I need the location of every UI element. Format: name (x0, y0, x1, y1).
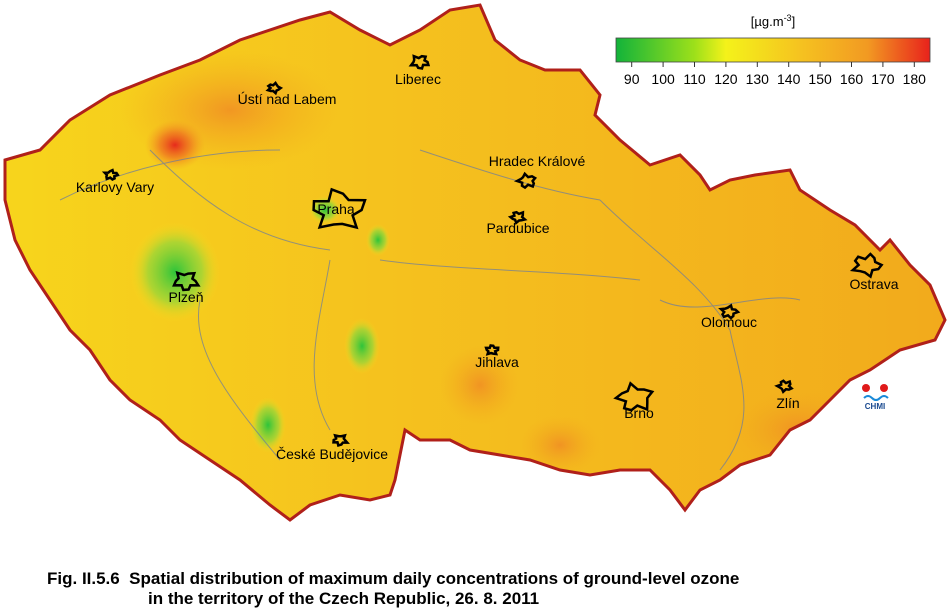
city-outline (718, 303, 741, 320)
tick-label: 100 (651, 71, 675, 87)
city-outline (484, 344, 500, 356)
city-label: Ostrava (849, 276, 898, 292)
tick-label: 120 (714, 71, 738, 87)
tick-label: 110 (683, 71, 706, 87)
city-outline (312, 187, 367, 230)
city-outline (613, 381, 655, 412)
city-outline (408, 54, 431, 70)
tick-label: 180 (903, 71, 927, 87)
tick-label: 150 (808, 71, 832, 87)
logo-text: CHMI (865, 402, 885, 411)
tick-label: 130 (746, 71, 770, 87)
unit-close: ] (792, 14, 796, 29)
city-label: Ústí nad Labem (238, 91, 337, 107)
city-outline (849, 252, 884, 279)
logo-wave (863, 395, 889, 401)
colorbar (615, 37, 931, 63)
tick-label: 90 (624, 71, 640, 87)
city-label: Hradec Králové (489, 153, 586, 169)
city-outline (265, 81, 284, 96)
tick-label: 160 (840, 71, 864, 87)
city-label: Praha (317, 201, 355, 217)
city-label: Karlovy Vary (76, 179, 154, 195)
city-label: Jihlava (475, 354, 519, 370)
city-label: Plzeň (168, 289, 203, 305)
city-outline (332, 433, 350, 447)
caption-line: in the territory of the Czech Republic, … (148, 589, 539, 608)
city-outline (507, 210, 528, 225)
city-label: Liberec (395, 71, 441, 87)
logo-dot (880, 384, 888, 392)
city-label: Zlín (776, 395, 799, 411)
city-outline (101, 168, 120, 181)
city-label: Olomouc (701, 314, 757, 330)
city-outline (513, 171, 538, 190)
city-outline (774, 379, 794, 394)
city-outline (172, 270, 201, 292)
legend-unit: [µg.m-3] (751, 13, 795, 29)
unit: [µg.m (751, 14, 784, 29)
city-label: Pardubice (486, 220, 549, 236)
logo-dot (862, 384, 870, 392)
city-label: České Budějovice (276, 446, 388, 462)
unit-exp: -3 (784, 13, 792, 23)
tick-label: 140 (777, 71, 801, 87)
caption-line: Fig. II.5.6 Spatial distribution of maxi… (47, 569, 739, 588)
tick-label: 170 (871, 71, 895, 87)
city-label: Brno (624, 405, 654, 421)
